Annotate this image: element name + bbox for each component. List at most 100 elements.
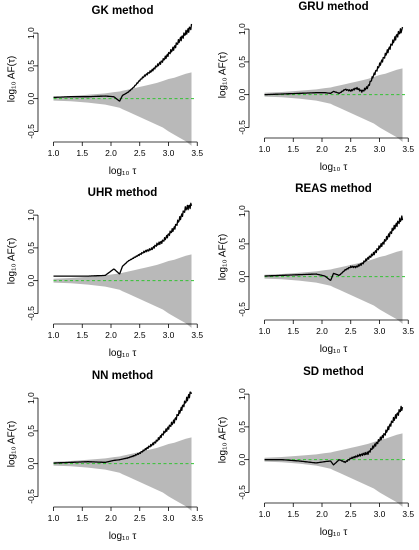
panel-1: 1.0 1.5 2.0 2.5 3.0 3.5 -0.5 0.0 0.5 1.0 GK method… xyxy=(7,5,204,177)
y-axis: -0.5 0.0 0.5 1.0 xyxy=(26,392,39,504)
af-line xyxy=(264,405,404,466)
x-tick-label: 2.0 xyxy=(316,509,328,519)
x-tick-label: 2.0 xyxy=(316,326,328,336)
y-tick-label: -0.5 xyxy=(237,485,247,500)
x-axis: 1.0 1.5 2.0 2.5 3.0 3.5 xyxy=(48,506,203,523)
y-tick-label: 0.5 xyxy=(26,60,36,72)
y-tick-label: -0.5 xyxy=(237,120,247,135)
x-tick-label: 3.0 xyxy=(163,513,175,523)
panel-6: 1.0 1.5 2.0 2.5 3.0 3.5 -0.5 0.0 0.5 1.0 SD method… xyxy=(218,366,415,538)
x-tick-label: 1.0 xyxy=(48,513,60,523)
af-line xyxy=(264,215,404,281)
x-tick-label: 1.0 xyxy=(48,330,60,340)
x-axis-label: log₁₀ τ xyxy=(320,344,348,355)
x-tick-label: 3.0 xyxy=(374,144,386,154)
panel-title: REAS method xyxy=(295,183,372,195)
y-tick-label: -0.5 xyxy=(26,489,36,504)
y-tick-label: 0.5 xyxy=(237,56,247,68)
x-axis-label: log₁₀ τ xyxy=(320,162,348,173)
y-axis: -0.5 0.0 0.5 1.0 xyxy=(237,23,250,135)
y-tick-label: 1.0 xyxy=(26,392,36,404)
y-axis-label: log₁₀ AF(τ) xyxy=(7,56,18,102)
x-tick-label: 1.0 xyxy=(259,144,271,154)
x-axis: 1.0 1.5 2.0 2.5 3.0 3.5 xyxy=(259,502,414,519)
y-tick-label: 0.5 xyxy=(26,425,36,437)
x-tick-label: 3.5 xyxy=(402,509,414,519)
y-axis-label: log₁₀ AF(τ) xyxy=(218,417,229,463)
x-tick-label: 1.5 xyxy=(76,513,88,523)
y-axis-label: log₁₀ AF(τ) xyxy=(7,421,18,467)
x-tick-label: 1.5 xyxy=(287,509,299,519)
af-line xyxy=(53,23,193,102)
x-axis-label: log₁₀ τ xyxy=(109,348,137,359)
x-tick-label: 2.0 xyxy=(105,330,117,340)
y-tick-label: 1.0 xyxy=(237,388,247,400)
panel-title: GRU method xyxy=(298,1,368,13)
x-tick-label: 2.0 xyxy=(105,513,117,523)
x-tick-label: 1.5 xyxy=(76,148,88,158)
x-tick-label: 3.5 xyxy=(191,148,203,158)
x-tick-label: 1.5 xyxy=(287,144,299,154)
y-tick-label: 0.0 xyxy=(26,457,36,469)
y-tick-label: -0.5 xyxy=(237,302,247,317)
af-line xyxy=(53,202,193,277)
x-tick-label: 2.5 xyxy=(345,144,357,154)
y-tick-label: 0.5 xyxy=(237,238,247,250)
x-tick-label: 2.0 xyxy=(316,144,328,154)
confidence-band xyxy=(264,250,403,324)
x-tick-label: 3.5 xyxy=(191,330,203,340)
confidence-band xyxy=(264,68,403,142)
x-axis-label: log₁₀ τ xyxy=(109,531,137,542)
panel-4: 1.0 1.5 2.0 2.5 3.0 3.5 -0.5 0.0 0.5 1.0 REAS meth… xyxy=(218,183,415,355)
x-tick-label: 3.0 xyxy=(163,148,175,158)
x-tick-label: 1.0 xyxy=(48,148,60,158)
x-tick-label: 2.5 xyxy=(134,148,146,158)
y-tick-label: -0.5 xyxy=(26,124,36,139)
panel-2: 1.0 1.5 2.0 2.5 3.0 3.5 -0.5 0.0 0.5 1.0 GRU metho… xyxy=(218,1,415,173)
x-axis: 1.0 1.5 2.0 2.5 3.0 3.5 xyxy=(48,323,203,340)
y-tick-label: 0.0 xyxy=(26,274,36,286)
y-tick-label: 0.0 xyxy=(237,88,247,100)
y-tick-label: -0.5 xyxy=(26,306,36,321)
confidence-band xyxy=(53,72,192,146)
x-tick-label: 2.0 xyxy=(105,148,117,158)
y-axis: -0.5 0.0 0.5 1.0 xyxy=(237,388,250,500)
confidence-band xyxy=(264,433,403,507)
panel-title: SD method xyxy=(303,366,364,378)
x-tick-label: 2.5 xyxy=(134,330,146,340)
confidence-band xyxy=(53,254,192,328)
panel-title: UHR method xyxy=(88,187,158,199)
y-tick-label: 1.0 xyxy=(26,27,36,39)
x-tick-label: 1.5 xyxy=(287,326,299,336)
x-tick-label: 3.0 xyxy=(374,509,386,519)
x-axis: 1.0 1.5 2.0 2.5 3.0 3.5 xyxy=(259,319,414,336)
y-axis: -0.5 0.0 0.5 1.0 xyxy=(237,205,250,317)
y-tick-label: 0.5 xyxy=(237,421,247,433)
y-axis: -0.5 0.0 0.5 1.0 xyxy=(26,209,39,321)
x-axis-label: log₁₀ τ xyxy=(109,166,137,177)
af-line xyxy=(53,391,193,464)
panel-5: 1.0 1.5 2.0 2.5 3.0 3.5 -0.5 0.0 0.5 1.0 NN method… xyxy=(7,370,204,542)
y-axis-label: log₁₀ AF(τ) xyxy=(218,234,229,280)
x-tick-label: 1.0 xyxy=(259,509,271,519)
x-tick-label: 2.5 xyxy=(345,509,357,519)
panel-title: GK method xyxy=(92,5,154,17)
x-tick-label: 3.5 xyxy=(191,513,203,523)
y-tick-label: 0.5 xyxy=(26,242,36,254)
y-axis-label: log₁₀ AF(τ) xyxy=(218,52,229,98)
x-tick-label: 2.5 xyxy=(345,326,357,336)
y-axis: -0.5 0.0 0.5 1.0 xyxy=(26,27,39,139)
y-tick-label: 0.0 xyxy=(237,270,247,282)
x-tick-label: 3.5 xyxy=(402,144,414,154)
y-tick-label: 0.0 xyxy=(26,92,36,104)
confidence-band xyxy=(53,437,192,511)
x-tick-label: 2.5 xyxy=(134,513,146,523)
y-tick-label: 1.0 xyxy=(237,205,247,217)
x-tick-label: 3.0 xyxy=(163,330,175,340)
y-axis-label: log₁₀ AF(τ) xyxy=(7,238,18,284)
y-tick-label: 1.0 xyxy=(237,23,247,35)
panel-title: NN method xyxy=(92,370,153,382)
y-tick-label: 0.0 xyxy=(237,453,247,465)
x-tick-label: 1.0 xyxy=(259,326,271,336)
